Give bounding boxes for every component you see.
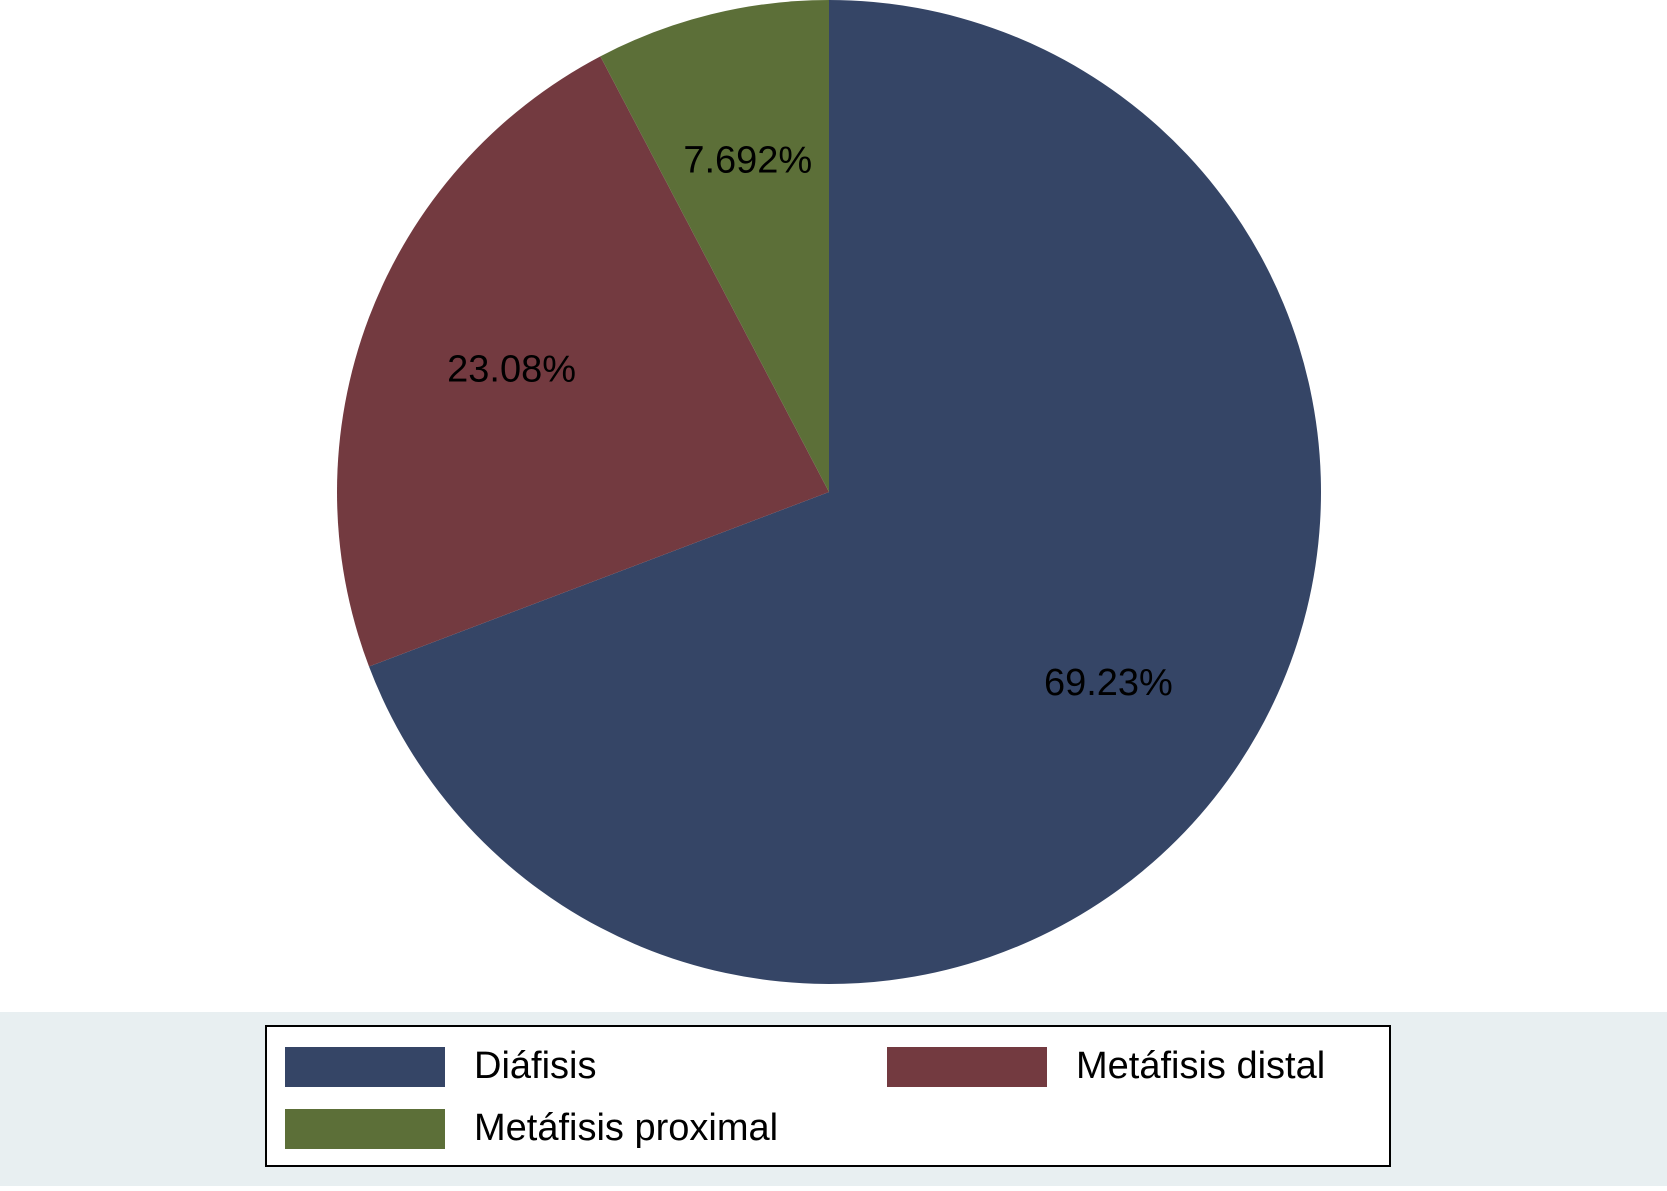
pie-slice xyxy=(368,0,1321,984)
value-label: 69.23% xyxy=(1044,662,1173,704)
legend-swatch xyxy=(887,1047,1047,1087)
value-label: 7.692% xyxy=(683,139,812,181)
legend-swatch xyxy=(285,1109,445,1149)
legend-label: Metáfisis distal xyxy=(1076,1045,1325,1087)
legend-label: Metáfisis proximal xyxy=(474,1107,778,1149)
legend-box xyxy=(265,1025,1391,1167)
value-label: 23.08% xyxy=(447,349,576,391)
legend-swatch xyxy=(285,1047,445,1087)
legend-label: Diáfisis xyxy=(474,1045,596,1087)
pie-slice xyxy=(600,0,829,492)
pie-slice xyxy=(337,56,829,667)
